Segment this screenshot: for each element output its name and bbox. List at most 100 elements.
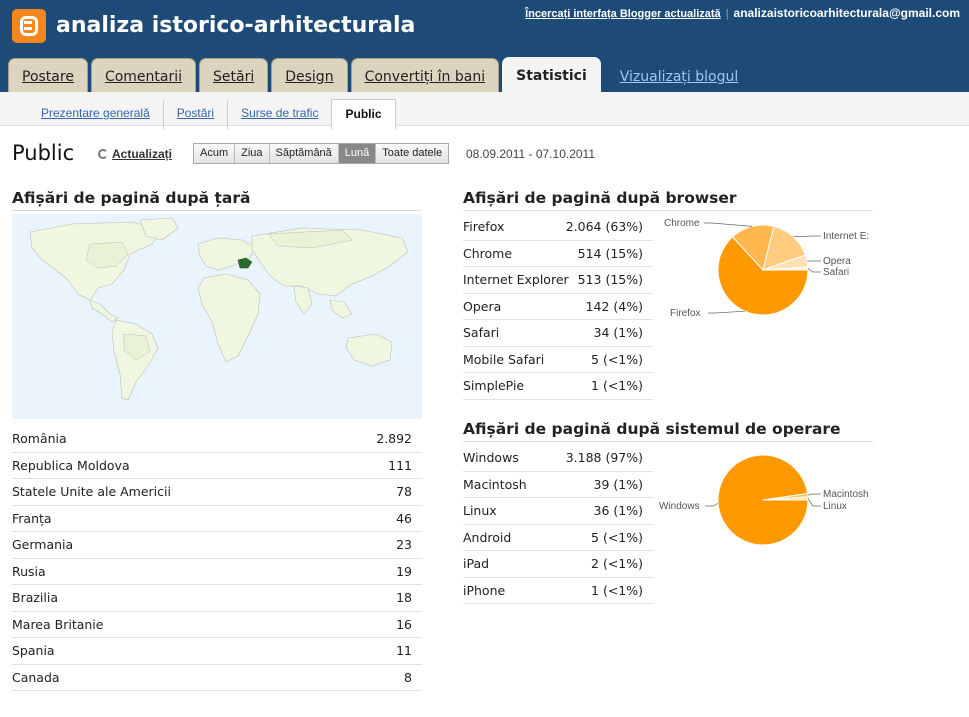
view-blog-link[interactable]: Vizualizați blogul [619, 69, 739, 85]
table-row: Canada 8 [12, 665, 422, 691]
subnav-overview[interactable]: Prezentare generală [41, 106, 150, 120]
pie-label: Firefox [670, 308, 701, 319]
row-label: Mobile Safari [463, 351, 545, 367]
pie-leader-line [807, 268, 821, 273]
table-row: Rusia 19 [12, 559, 422, 585]
range-month-button[interactable]: Lună [337, 144, 376, 163]
row-label: Franța [12, 510, 52, 526]
pie-leader-line [807, 493, 821, 496]
pie-label: Windows [659, 501, 700, 512]
row-label: Internet Explorer [463, 272, 569, 287]
pie-leader-line [705, 502, 719, 507]
blogger-logo-icon[interactable] [12, 9, 46, 43]
separator: | [725, 8, 729, 20]
row-value: 23 [396, 537, 412, 552]
tab-setari[interactable]: Setări [199, 58, 269, 92]
tab-design[interactable]: Design [271, 58, 348, 92]
refresh-label: Actualizați [112, 147, 173, 161]
row-value: 16 [396, 616, 412, 632]
subnav-audience[interactable]: Public [331, 99, 396, 129]
row-value: 36 (1%) [593, 503, 643, 518]
table-row: Macintosh 39 (1%) [463, 472, 653, 498]
date-range: 08.09.2011 - 07.10.2011 [466, 147, 595, 161]
table-row: Statele Unite ale Americii 78 [12, 479, 422, 506]
row-label: Linux [463, 503, 497, 518]
row-label: Safari [463, 325, 500, 340]
row-label: Spania [12, 643, 55, 658]
pie-label: Chrome [664, 218, 700, 229]
pie-label: Opera [823, 256, 851, 267]
table-row: Firefox 2.064 (63%) [463, 214, 653, 241]
pie-label: Macintosh [823, 489, 869, 500]
blog-title: analiza istorico-arhitecturala [56, 13, 416, 38]
row-value: 78 [396, 484, 412, 499]
account-links: Încercați interfața Blogger actualizată |… [525, 6, 960, 20]
subnav-traffic-sources[interactable]: Surse de trafic [227, 100, 331, 129]
account-email[interactable]: analizaistoricoarhitecturala@gmail.com [733, 6, 960, 20]
row-label: iPhone [463, 582, 506, 598]
range-week-button[interactable]: Săptămână [268, 144, 338, 163]
row-value: 19 [396, 563, 412, 579]
row-label: Firefox [463, 219, 505, 234]
browser-section-title: Afișări de pagină după browser [463, 189, 873, 211]
world-map[interactable] [12, 214, 422, 419]
row-value: 18 [396, 590, 412, 605]
row-label: Republica Moldova [12, 457, 130, 473]
row-label: România [12, 431, 67, 446]
pie-label: Internet E: [823, 231, 869, 242]
romania-highlight [237, 257, 253, 269]
row-value: 11 [396, 643, 412, 658]
row-value: 2 (<1%) [591, 556, 643, 571]
row-value: 1 (<1%) [591, 378, 643, 393]
browser-table: Firefox 2.064 (63%) Chrome 514 (15%) Interne… [463, 214, 653, 400]
subnav-posts[interactable]: Postări [162, 100, 227, 129]
table-row: Safari 34 (1%) [463, 320, 653, 347]
row-value: 111 [388, 457, 412, 473]
table-row: Opera 142 (4%) [463, 294, 653, 320]
refresh-button[interactable]: Actualizați [98, 147, 172, 161]
table-row: Brazilia 18 [12, 585, 422, 612]
table-row: Internet Explorer 513 (15%) [463, 267, 653, 294]
page-title: Public [12, 141, 75, 165]
table-row: Chrome 514 (15%) [463, 241, 653, 267]
tab-statistici[interactable]: Statistici [502, 57, 601, 92]
os-section-title: Afișări de pagină după sistemul de opera… [463, 420, 873, 442]
row-label: Chrome [463, 245, 513, 261]
row-value: 513 (15%) [577, 272, 643, 287]
row-value: 142 (4%) [585, 298, 643, 314]
row-value: 39 (1%) [593, 476, 643, 492]
range-all-button[interactable]: Toate datele [375, 144, 449, 163]
tab-postare[interactable]: Postare [8, 58, 88, 92]
row-label: Germania [12, 537, 74, 552]
row-label: Opera [463, 298, 502, 314]
pie-leader-line [793, 235, 821, 238]
os-table: Windows 3.188 (97%) Macintosh 39 (1%) Linux 3… [463, 445, 653, 604]
sub-navigation: Prezentare generală Postări Surse de tra… [0, 92, 969, 129]
row-value: 5 (<1%) [591, 351, 643, 367]
tab-comentarii[interactable]: Comentarii [90, 58, 197, 92]
table-row: Spania 11 [12, 638, 422, 665]
row-label: Brazilia [12, 590, 59, 605]
table-row: Republica Moldova 111 [12, 453, 422, 479]
row-value: 2.892 [376, 431, 412, 446]
table-row: România 2.892 [12, 426, 422, 453]
table-row: iPad 2 (<1%) [463, 551, 653, 578]
row-value: 514 (15%) [577, 245, 643, 261]
table-row: Germania 23 [12, 532, 422, 559]
range-now-button[interactable]: Acum [194, 144, 235, 163]
range-day-button[interactable]: Ziua [234, 144, 269, 163]
row-label: Statele Unite ale Americii [12, 484, 171, 499]
row-label: Marea Britanie [12, 616, 104, 632]
row-label: Windows [463, 450, 519, 465]
try-new-interface-link[interactable]: Încercați interfața Blogger actualizată [525, 8, 721, 20]
table-row: Android 5 (<1%) [463, 525, 653, 551]
row-label: Canada [12, 669, 60, 685]
row-value: 1 (<1%) [591, 582, 643, 598]
table-row: SimplePie 1 (<1%) [463, 373, 653, 400]
main-tabs: Postare Comentarii Setări Design Convert… [8, 57, 754, 92]
row-label: Android [463, 529, 512, 545]
tab-monetize[interactable]: Convertiți în bani [350, 58, 500, 92]
row-value: 34 (1%) [593, 325, 643, 340]
row-value: 46 [396, 510, 412, 526]
pie-label: Linux [823, 501, 847, 512]
